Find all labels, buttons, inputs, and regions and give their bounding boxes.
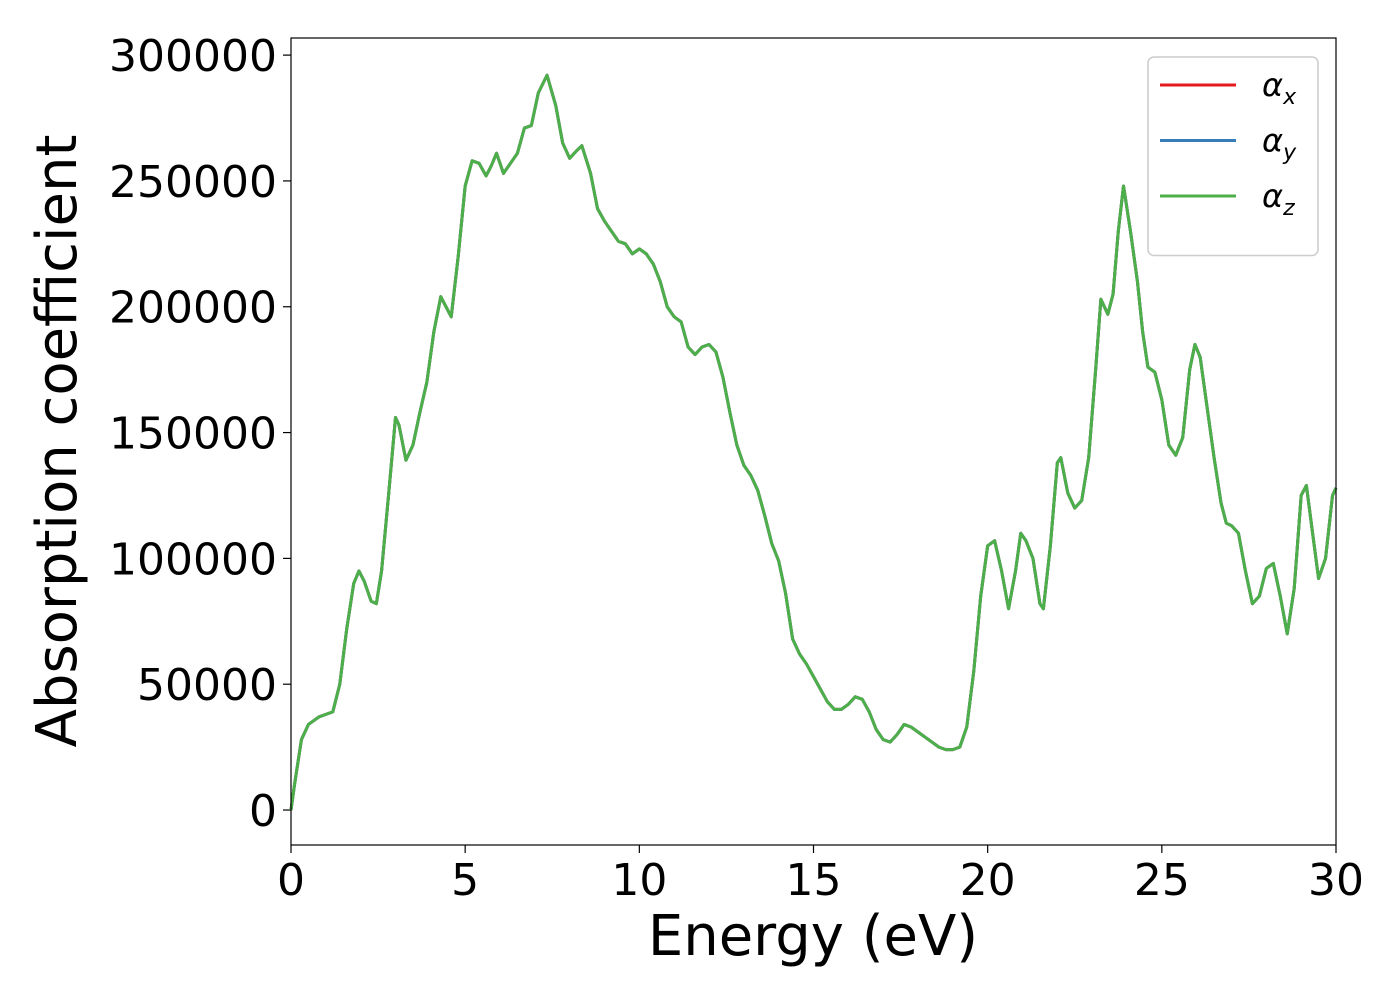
x-tick-label: 25 [1134, 855, 1190, 906]
legend-label: αx [1262, 66, 1297, 110]
y-tick-label: 300000 [109, 31, 277, 82]
x-tick-label: 30 [1308, 855, 1364, 906]
x-tick-label: 20 [960, 855, 1016, 906]
x-tick-label: 5 [451, 855, 479, 906]
x-tick-label: 15 [786, 855, 842, 906]
y-tick-label: 250000 [109, 157, 277, 208]
plot-frame [290, 37, 1337, 846]
x-tick-label: 10 [611, 855, 667, 906]
y-tick-label: 200000 [109, 283, 277, 334]
y-tick-label: 100000 [109, 534, 277, 585]
y-tick-label: 50000 [137, 660, 277, 711]
y-tick-label: 0 [249, 786, 277, 837]
x-tick-label: 0 [277, 855, 305, 906]
legend-label: αz [1262, 177, 1295, 221]
y-axis-label: Absorption coefficient [25, 135, 90, 748]
y-tick-label: 150000 [109, 409, 277, 460]
legend-label: αy [1262, 122, 1297, 166]
data-line [289, 73, 1338, 811]
x-axis-label: Energy (eV) [648, 904, 978, 969]
legend-box [1147, 56, 1319, 257]
